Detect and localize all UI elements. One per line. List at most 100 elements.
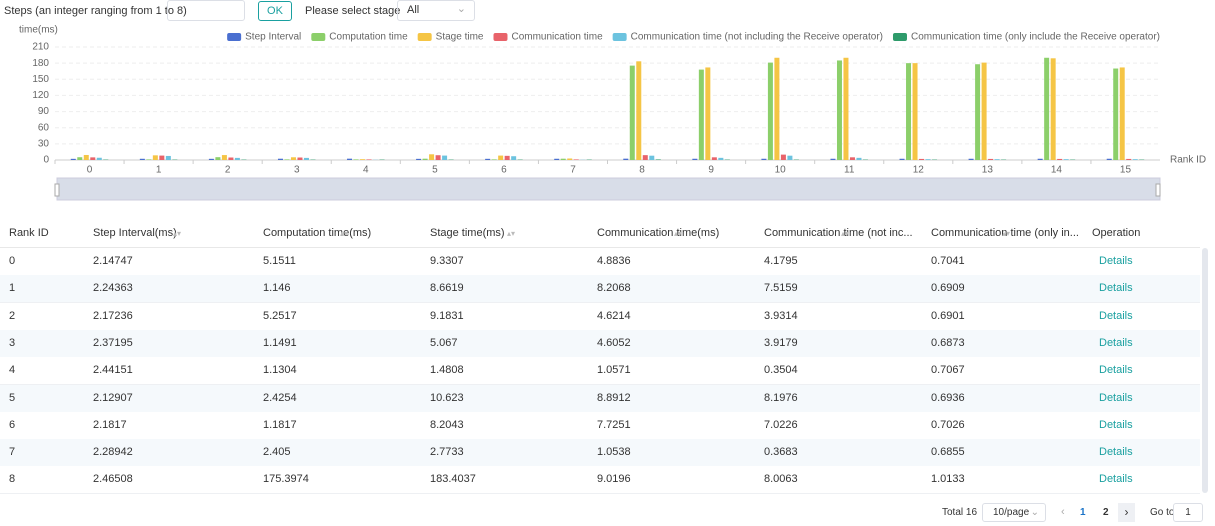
- bar: [284, 159, 290, 160]
- table-cell: 9.0196: [597, 473, 631, 486]
- table-cell: 1.1491: [263, 336, 297, 349]
- bar: [849, 157, 855, 160]
- bar: [1126, 158, 1132, 160]
- bar: [1063, 159, 1069, 160]
- y-tick-label: 150: [32, 74, 49, 85]
- table-cell: 3.9314: [764, 309, 798, 322]
- bar: [623, 158, 629, 160]
- bar: [290, 157, 296, 160]
- table-cell: 0.6909: [931, 282, 965, 295]
- bar: [705, 67, 711, 160]
- x-tick-label: 15: [1120, 165, 1132, 176]
- next-page[interactable]: ›: [1118, 503, 1135, 522]
- x-tick-label: 11: [844, 165, 855, 176]
- legend: Step Interval Computation time Stage time C…: [227, 32, 1160, 43]
- x-tick-label: 9: [708, 165, 714, 176]
- table-cell: 183.4037: [430, 473, 476, 486]
- table-cell: 8.1976: [764, 391, 798, 404]
- bar: [297, 157, 303, 160]
- table-cell: 2.37195: [93, 336, 133, 349]
- details-link[interactable]: Details: [1099, 446, 1133, 459]
- table-cell: 4.6214: [597, 309, 631, 322]
- ok-button[interactable]: OK: [258, 1, 292, 21]
- zoom-slider[interactable]: [56, 177, 1161, 201]
- x-tick-label: 4: [363, 165, 369, 176]
- steps-label: Steps (an integer ranging from 1 to 8): [4, 5, 187, 17]
- bar: [429, 154, 435, 160]
- table-cell: 8.2043: [430, 418, 464, 431]
- bar: [629, 65, 635, 160]
- y-tick-label: 90: [38, 106, 50, 117]
- page-1[interactable]: 1: [1080, 507, 1086, 518]
- zoom-handle: [1155, 183, 1161, 197]
- y-tick-label: 60: [38, 122, 50, 133]
- table-cell: 7.0226: [764, 418, 798, 431]
- table-cell: 0: [9, 255, 16, 267]
- page-2[interactable]: 2: [1103, 507, 1109, 518]
- x-tick-label: 3: [294, 165, 300, 176]
- bar: [567, 158, 573, 160]
- goto-input[interactable]: 1: [1173, 503, 1203, 522]
- table-cell: 2.12907: [93, 391, 133, 404]
- bar: [491, 159, 497, 160]
- table: Rank ID Step Interval(ms) ▴▾ Computation ti…: [0, 220, 1215, 495]
- table-cell: 8.6619: [430, 282, 464, 295]
- details-link[interactable]: Details: [1099, 309, 1133, 322]
- table-cell: 7: [9, 446, 16, 459]
- x-tick-label: 0: [87, 165, 93, 176]
- x-tick-label: 13: [982, 165, 994, 176]
- y-tick-label: 180: [32, 58, 49, 69]
- table-cell: 8: [9, 473, 16, 486]
- bar: [899, 158, 905, 160]
- bar: [649, 155, 655, 160]
- details-link[interactable]: Details: [1099, 364, 1133, 377]
- scrollbar[interactable]: [1202, 248, 1208, 493]
- goto-label: Go to: [1150, 507, 1175, 518]
- bar: [96, 157, 102, 160]
- bar: [165, 155, 171, 160]
- details-link[interactable]: Details: [1099, 473, 1133, 486]
- legend-label: Communication time (only include the Rec…: [911, 32, 1160, 43]
- bar: [208, 158, 214, 160]
- y-tick-label: 120: [32, 90, 49, 101]
- details-link[interactable]: Details: [1099, 255, 1133, 267]
- table-cell: 9.3307: [430, 255, 464, 267]
- page-size[interactable]: 10/page ⌄: [982, 503, 1046, 522]
- details-link[interactable]: Details: [1099, 418, 1133, 431]
- prev-page[interactable]: ‹: [1061, 506, 1065, 518]
- sort-icon: ▴▾: [507, 229, 516, 238]
- bar: [228, 157, 234, 160]
- details-link[interactable]: Details: [1099, 336, 1133, 349]
- table-row: [0, 466, 1200, 495]
- bar: [1037, 158, 1043, 160]
- details-link[interactable]: Details: [1099, 391, 1133, 404]
- bar: [152, 155, 158, 160]
- table-cell: 175.3974: [263, 473, 309, 486]
- stage-select[interactable]: All ⌄: [397, 0, 475, 21]
- header-divider: [0, 247, 1200, 248]
- zoom-handle: [54, 183, 60, 197]
- y-axis-label: time(ms): [19, 25, 58, 36]
- table-cell: 3: [9, 336, 16, 349]
- table-cell: 1: [9, 282, 16, 295]
- x-axis-label: Rank ID: [1170, 155, 1206, 166]
- sort-icon: ▴▾: [340, 229, 349, 238]
- table-cell: 2.1817: [93, 418, 127, 431]
- bar: [636, 61, 642, 161]
- details-link[interactable]: Details: [1099, 282, 1133, 295]
- x-tick-label: 8: [639, 165, 645, 176]
- table-cell: 0.6873: [931, 336, 965, 349]
- table-cell: 5: [9, 391, 16, 404]
- table-cell: 0.6936: [931, 391, 965, 404]
- legend-label: Communication time (not including the Re…: [631, 32, 883, 43]
- steps-input[interactable]: [167, 0, 245, 21]
- column-header: Computation time(ms): [263, 227, 372, 239]
- x-tick-label: 6: [501, 165, 507, 176]
- bar: [1113, 68, 1119, 160]
- bar: [1106, 158, 1112, 160]
- table-cell: 4.1795: [764, 255, 798, 267]
- bar: [215, 157, 221, 160]
- bar: [718, 157, 724, 160]
